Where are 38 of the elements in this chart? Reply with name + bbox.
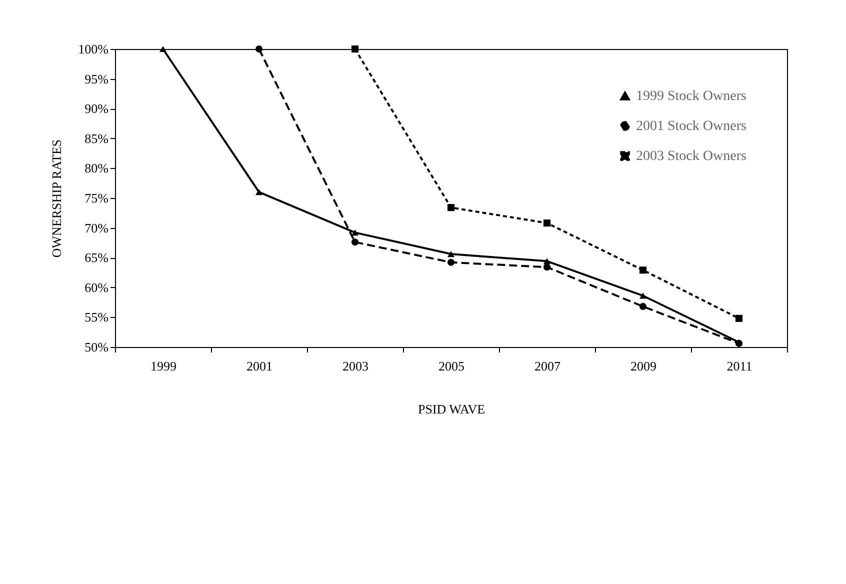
- x-tick-label: 2003: [342, 358, 368, 374]
- legend-label: 2003 Stock Owners: [636, 149, 746, 164]
- point: [351, 230, 359, 236]
- x-tick-label: 2005: [438, 358, 464, 374]
- point: [447, 204, 455, 212]
- y-tick-label: 80%: [84, 160, 109, 176]
- point: [255, 188, 263, 196]
- point: [639, 266, 647, 274]
- y-tick-label: 75%: [84, 190, 109, 206]
- y-axis-title: OWNERSHIP RATES: [49, 139, 64, 258]
- x-axis-title: PSID WAVE: [418, 402, 486, 416]
- x-tick-label: 2007: [534, 358, 561, 374]
- y-tick-label: 65%: [84, 250, 109, 266]
- y-tick-label: 60%: [84, 280, 109, 295]
- point: [543, 219, 551, 227]
- y-tick-label: 90%: [84, 101, 109, 116]
- point: [639, 302, 647, 310]
- point: [543, 264, 551, 271]
- point: [351, 45, 359, 53]
- point: [639, 292, 647, 299]
- y-tick-label: 50%: [84, 340, 109, 354]
- y-tick-label: 55%: [84, 310, 109, 325]
- x-tick-label: 2001: [246, 358, 272, 374]
- point: [447, 250, 455, 258]
- legend-label: 2001 Stock Owners: [636, 119, 746, 134]
- point: [735, 314, 743, 322]
- x-tick-label: 1999: [150, 358, 176, 374]
- point: [255, 45, 263, 53]
- y-tick-label: 70%: [84, 220, 109, 236]
- legend-label: 1999 Stock Owners: [636, 89, 746, 104]
- x-tick-label: 2011: [726, 358, 752, 374]
- point: [159, 46, 167, 52]
- y-tick-label: 95%: [84, 71, 109, 86]
- y-tick-label: 85%: [84, 130, 109, 146]
- y-tick-label: 100%: [78, 42, 109, 56]
- x-tick-label: 2009: [630, 358, 656, 374]
- point: [351, 238, 359, 246]
- point: [447, 258, 455, 266]
